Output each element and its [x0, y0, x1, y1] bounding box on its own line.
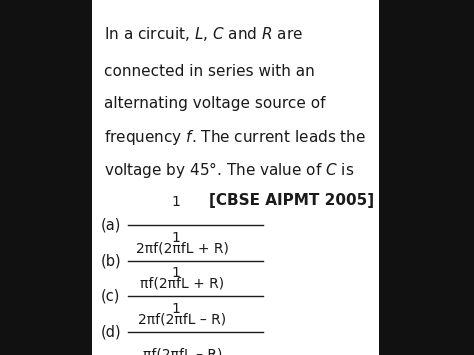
- Text: 1: 1: [171, 267, 180, 280]
- Text: (d): (d): [101, 324, 122, 339]
- Text: 1: 1: [171, 196, 180, 209]
- Text: (a): (a): [101, 218, 121, 233]
- Text: [CBSE AIPMT 2005]: [CBSE AIPMT 2005]: [210, 193, 374, 208]
- Text: frequency $f$. The current leads the: frequency $f$. The current leads the: [104, 128, 366, 147]
- Text: πf(2πfL + R): πf(2πfL + R): [140, 277, 225, 291]
- Text: (b): (b): [101, 253, 122, 268]
- Text: πf(2πfL – R): πf(2πfL – R): [143, 348, 222, 355]
- Text: voltage by 45°. The value of $C$ is: voltage by 45°. The value of $C$ is: [104, 160, 355, 180]
- Text: 1: 1: [171, 231, 180, 245]
- Text: alternating voltage source of: alternating voltage source of: [104, 96, 326, 111]
- Text: In a circuit, $L$, $C$ and $R$ are: In a circuit, $L$, $C$ and $R$ are: [104, 25, 303, 43]
- Text: (c): (c): [101, 289, 120, 304]
- Text: 1: 1: [171, 302, 180, 316]
- Text: 2πf(2πfL – R): 2πf(2πfL – R): [138, 312, 227, 326]
- Text: connected in series with an: connected in series with an: [104, 64, 315, 79]
- Text: 2πf(2πfL + R): 2πf(2πfL + R): [136, 241, 229, 255]
